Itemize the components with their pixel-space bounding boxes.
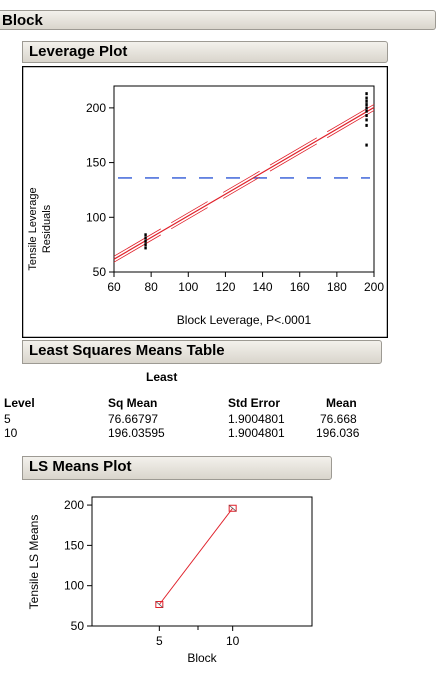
- leverage-y-tick-label: 50: [93, 265, 107, 279]
- leverage-x-tick-label: 100: [178, 280, 198, 294]
- leverage-x-tick-label: 60: [107, 280, 121, 294]
- leverage-x-tick-label: 180: [327, 280, 347, 294]
- ls-means-x-axis-label: Block: [187, 651, 217, 665]
- col-header-mean: Mean: [326, 396, 357, 410]
- row-2-std-error: 1.9004801: [228, 426, 285, 440]
- ls-means-y-tick-label: 200: [64, 498, 84, 512]
- row-1-mean: 76.668: [320, 412, 357, 426]
- leverage-confidence-curve: [113, 228, 162, 257]
- ls-means-y-tick-label: 100: [64, 579, 84, 593]
- leverage-y-tick-label: 150: [86, 156, 106, 170]
- ls-means-point: [155, 600, 164, 608]
- leverage-y-axis-label-2: Residuals: [41, 204, 53, 253]
- leverage-y-tick-label: 200: [86, 101, 106, 115]
- leverage-confidence-curve: [222, 176, 260, 199]
- col-header-level: Level: [4, 396, 35, 410]
- ls-means-y-tick-label: 150: [64, 538, 84, 552]
- leverage-confidence-curve: [222, 170, 260, 193]
- row-2-mean: 196.036: [316, 426, 360, 440]
- leverage-x-tick-label: 200: [364, 280, 384, 294]
- leverage-data-point: [365, 143, 368, 147]
- leverage-plot-area: [113, 85, 375, 273]
- leverage-data-point: [144, 239, 147, 243]
- row-1-sq-mean: 76.66797: [108, 412, 159, 426]
- col-header-std-error: Std Error: [228, 396, 281, 410]
- leverage-plot-chart: 60 80 100 120 140 160 180 200 50 100 150 200 Block …: [22, 66, 388, 338]
- leverage-confidence-curve: [269, 143, 318, 172]
- ls-means-y-tick-label: 50: [71, 619, 85, 633]
- leverage-data-point: [365, 99, 368, 103]
- leverage-data-point: [144, 243, 147, 247]
- row-2-level: 10: [4, 426, 18, 440]
- ls-means-y-axis-label: Tensile LS Means: [27, 515, 41, 610]
- leverage-data-point: [365, 118, 368, 122]
- leverage-x-tick-label: 140: [253, 280, 273, 294]
- ls-means-error-mark: [155, 601, 164, 608]
- leverage-data-point: [144, 246, 147, 250]
- leverage-data-point: [365, 114, 368, 118]
- leverage-x-axis-label: Block Leverage, P<.0001: [177, 313, 312, 327]
- row-2-sq-mean: 196.03595: [108, 426, 165, 440]
- ls-means-line: [158, 507, 234, 605]
- leverage-data-point: [365, 92, 368, 96]
- leverage-data-point: [365, 109, 368, 113]
- leverage-x-tick-label: 80: [144, 280, 158, 294]
- least-squares-means-title: Least Squares Means Table: [29, 342, 225, 359]
- ls-means-plot-chart: 50 100 150 200 5 10 Block Tensile LS Means: [27, 496, 313, 665]
- leverage-data-point: [144, 236, 147, 240]
- ls-means-plot-header[interactable]: LS Means Plot: [22, 456, 332, 480]
- leverage-confidence-curve: [170, 201, 208, 224]
- ls-means-plot-title: LS Means Plot: [29, 458, 132, 475]
- ls-means-x-tick-label: 5: [156, 634, 163, 648]
- least-squares-means-header[interactable]: Least Squares Means Table: [22, 340, 382, 364]
- leverage-x-tick-label: 120: [215, 280, 235, 294]
- leverage-confidence-curve: [269, 137, 318, 166]
- leverage-data-point: [365, 106, 368, 110]
- block-title: Block: [2, 12, 43, 29]
- leverage-data-point: [365, 103, 368, 107]
- col-header-sq-mean: Sq Mean: [108, 396, 158, 410]
- header-top-label: Least: [146, 370, 178, 384]
- ls-means-point: [228, 504, 237, 512]
- leverage-x-tick-label: 160: [290, 280, 310, 294]
- ls-means-x-tick-label: 10: [226, 634, 240, 648]
- block-outline-header[interactable]: Block: [0, 10, 436, 30]
- row-1-level: 5: [4, 412, 11, 426]
- ls-means-plot-area: [91, 496, 313, 627]
- least-squares-means-table: Least Level Sq Mean Std Error Mean 5 76.…: [0, 368, 359, 448]
- leverage-fit-line: [113, 106, 375, 260]
- leverage-confidence-curve: [170, 207, 208, 230]
- leverage-data-point: [365, 96, 368, 100]
- leverage-data-point: [144, 233, 147, 237]
- leverage-data-point: [365, 123, 368, 127]
- leverage-confidence-curve: [113, 234, 162, 263]
- leverage-y-axis-label-1: Tensile Leverage: [27, 187, 39, 270]
- row-1-std-error: 1.9004801: [228, 412, 285, 426]
- leverage-plot-header[interactable]: Leverage Plot: [22, 41, 388, 63]
- leverage-y-tick-label: 100: [86, 210, 106, 224]
- leverage-plot-title: Leverage Plot: [29, 43, 128, 60]
- ls-means-error-mark: [228, 504, 237, 512]
